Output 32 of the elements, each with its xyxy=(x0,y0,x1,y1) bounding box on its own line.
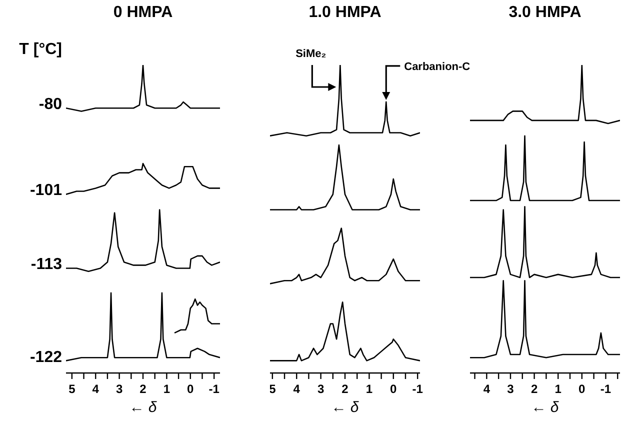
x-tick-label: 0 xyxy=(390,382,398,396)
x-tick-label: -1 xyxy=(600,382,612,396)
x-axis-title: ← δ xyxy=(128,399,158,416)
x-tick-label: -1 xyxy=(208,382,220,396)
x-axis-title: ← δ xyxy=(530,399,560,416)
chart-title: 1.0 HMPA xyxy=(308,4,382,22)
chart-title: 0 HMPA xyxy=(113,4,173,22)
x-tick-label: 2 xyxy=(342,382,349,396)
x-tick-label: 1 xyxy=(163,382,170,396)
x-tick-label: 4 xyxy=(293,382,300,396)
text: T [°C] xyxy=(19,41,62,59)
x-axis-title: ← δ xyxy=(330,399,360,416)
x-tick-label: 3 xyxy=(317,382,324,396)
x-tick-label: 0 xyxy=(187,382,194,396)
x-tick-label: 2 xyxy=(530,382,538,396)
annotation: SiMe₂ xyxy=(296,48,326,60)
x-tick-label: 1 xyxy=(554,382,562,396)
x-tick-label: -1 xyxy=(412,382,424,396)
x-tick-label: 1 xyxy=(366,382,373,396)
chart-title: 3.0 HMPA xyxy=(508,4,582,22)
series-label: -80 xyxy=(38,96,62,114)
x-tick-label: 3 xyxy=(116,382,123,396)
annotation: Carbanion-C xyxy=(404,60,470,73)
series-label: -113 xyxy=(30,256,62,274)
x-tick-label: 4 xyxy=(483,382,490,396)
x-tick-label: 0 xyxy=(578,382,586,396)
series-label: -122 xyxy=(30,348,62,367)
x-tick-label: 2 xyxy=(140,382,147,396)
x-tick-label: 3 xyxy=(507,382,514,396)
series-label: -101 xyxy=(30,182,62,200)
x-tick-label: 5 xyxy=(68,382,76,396)
x-tick-label: 4 xyxy=(92,382,100,396)
